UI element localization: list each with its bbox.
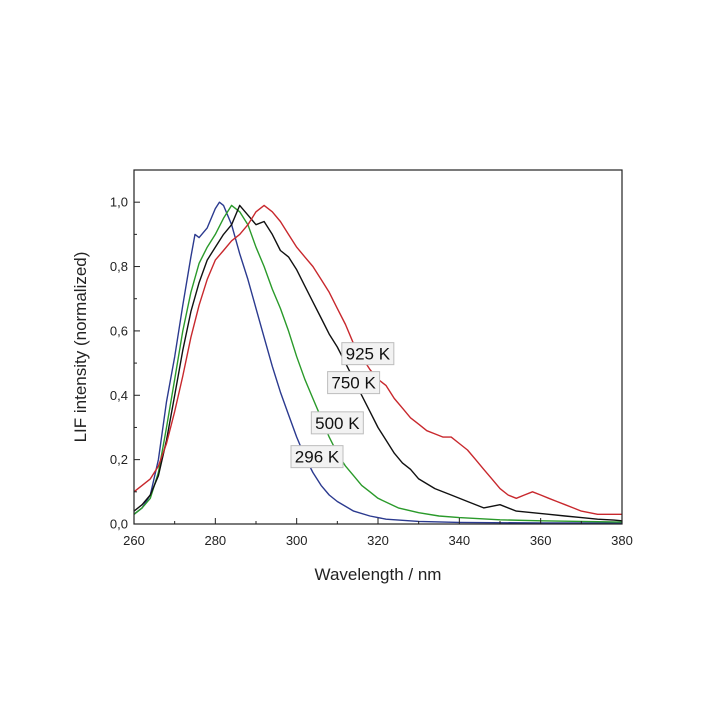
x-tick-label: 360 xyxy=(530,533,552,548)
series-label-box xyxy=(310,411,364,435)
y-tick-label: 1,0 xyxy=(110,195,128,210)
series-label-text: 925 K xyxy=(346,345,391,364)
series-label-box xyxy=(290,445,344,469)
series-label-text: 750 K xyxy=(331,374,376,393)
y-tick-label: 0,2 xyxy=(110,452,128,467)
x-tick-label: 300 xyxy=(286,533,308,548)
x-tick-label: 380 xyxy=(611,533,633,548)
y-tick-label: 0,8 xyxy=(110,259,128,274)
series-label-box xyxy=(327,371,381,395)
series-label-text: 296 K xyxy=(295,448,340,467)
x-tick-label: 340 xyxy=(448,533,470,548)
series-label: 925 K xyxy=(341,342,395,366)
x-tick-label: 280 xyxy=(204,533,226,548)
series-label: 296 K xyxy=(290,445,344,469)
x-tick-label: 320 xyxy=(367,533,389,548)
y-axis-title: LIF intensity (normalized) xyxy=(71,252,90,443)
series-line-500-k xyxy=(134,204,622,523)
y-tick-label: 0,4 xyxy=(110,388,128,403)
x-axis-title: Wavelength / nm xyxy=(315,565,442,584)
series-label-text: 500 K xyxy=(315,414,360,433)
series-line-750-k xyxy=(134,204,622,522)
y-tick-label: 0,6 xyxy=(110,323,128,338)
x-tick-label: 260 xyxy=(123,533,145,548)
series-label: 750 K xyxy=(327,371,381,395)
y-tick-label: 0,0 xyxy=(110,517,128,532)
series-label-box xyxy=(341,342,395,366)
series-label: 500 K xyxy=(310,411,364,435)
series-line-296-k xyxy=(134,201,622,524)
